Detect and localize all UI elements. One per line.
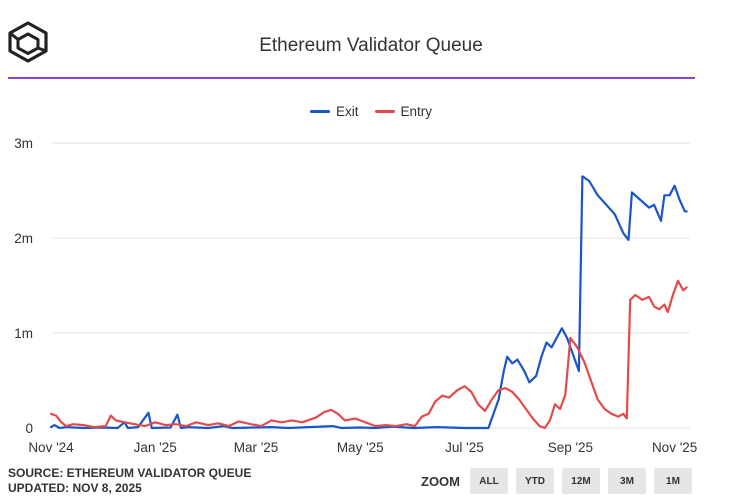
x-tick-label: Jan '25: [134, 440, 177, 455]
updated-text: UPDATED: NOV 8, 2025: [8, 481, 142, 495]
y-tick-label: 2m: [14, 231, 33, 246]
x-tick-label: Nov '25: [652, 440, 697, 455]
legend-item-entry[interactable]: Entry: [374, 104, 433, 119]
x-tick-label: Jul '25: [445, 440, 484, 455]
legend-swatch-exit: [309, 110, 330, 113]
chart-title: Ethereum Validator Queue: [259, 35, 483, 56]
zoom-12m-button[interactable]: 12M: [562, 468, 600, 494]
x-tick-label: Nov '24: [28, 440, 74, 455]
zoom-controls: ZOOM ALL YTD 12M 3M 1M: [421, 468, 692, 494]
zoom-1m-button[interactable]: 1M: [654, 468, 692, 494]
source-text: SOURCE: ETHEREUM VALIDATOR QUEUE: [8, 466, 252, 480]
y-tick-label: 0: [25, 421, 33, 436]
y-tick-label: 1m: [14, 326, 33, 341]
zoom-3m-button[interactable]: 3M: [608, 468, 646, 494]
zoom-ytd-button[interactable]: YTD: [516, 468, 554, 494]
series-line-entry: [49, 279, 688, 430]
legend-label-exit: Exit: [335, 104, 359, 119]
cube-logo-icon: [6, 20, 50, 64]
title-divider: [8, 77, 695, 79]
footer-source-block: SOURCE: ETHEREUM VALIDATOR QUEUE UPDATED…: [8, 466, 251, 496]
zoom-label: ZOOM: [421, 473, 460, 489]
legend-item-exit[interactable]: Exit: [309, 104, 359, 119]
legend-label-entry: Entry: [400, 104, 433, 119]
legend-swatch-entry: [374, 110, 395, 113]
x-tick-label: Sep '25: [548, 440, 593, 455]
series-line-exit: [49, 175, 688, 430]
zoom-all-button[interactable]: ALL: [470, 468, 508, 494]
y-tick-label: 3m: [14, 136, 33, 151]
x-tick-label: Mar '25: [234, 440, 279, 455]
chart-legend: Exit Entry: [0, 104, 742, 119]
x-tick-label: May '25: [337, 440, 384, 455]
